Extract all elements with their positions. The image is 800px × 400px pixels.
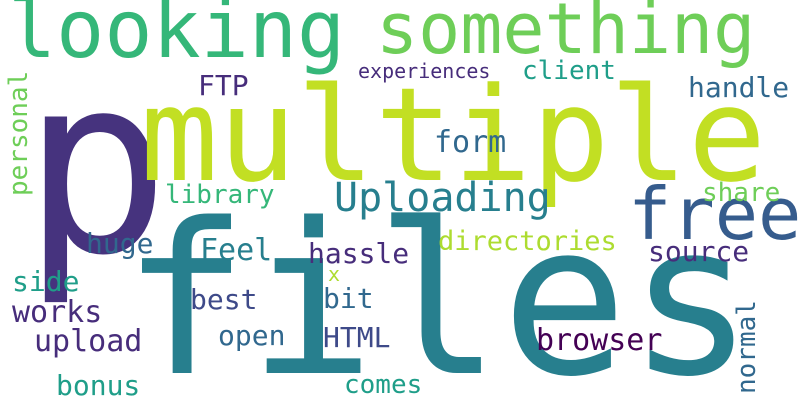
word-share: share [702, 178, 781, 208]
word-multiple: multiple [140, 59, 767, 211]
word-works: works [12, 295, 103, 330]
word-form: form [434, 125, 507, 160]
word-source: source [648, 235, 750, 268]
word-feel: Feel [200, 233, 273, 268]
word-html: HTML [323, 321, 391, 354]
word-handle: handle [688, 71, 790, 104]
word-bit: bit [323, 282, 374, 315]
word-normal: normal [732, 300, 762, 394]
word-side: side [12, 265, 80, 298]
word-comes: comes [344, 370, 423, 400]
word-client: client [522, 56, 616, 86]
word-browser: browser [536, 323, 663, 358]
word-library: library [165, 180, 275, 210]
word-personal: personal [4, 70, 34, 196]
word-huge: huge [86, 227, 154, 260]
word-bonus: bonus [56, 369, 141, 400]
word-something: something [376, 0, 756, 70]
word-free: free [628, 172, 800, 256]
word-best: best [190, 283, 258, 316]
word-files: files [122, 178, 755, 400]
word-upload: upload [34, 324, 143, 359]
word-x: x [328, 262, 341, 286]
word-open: open [218, 319, 286, 352]
word-directories: directories [438, 226, 617, 257]
word-experiences: experiences [358, 59, 491, 83]
word-uploading: Uploading [334, 175, 551, 221]
word-looking: looking [8, 0, 346, 76]
word-ftp: FTP [198, 69, 249, 102]
word-p: p [22, 24, 171, 310]
word-hassle: hassle [308, 237, 410, 270]
